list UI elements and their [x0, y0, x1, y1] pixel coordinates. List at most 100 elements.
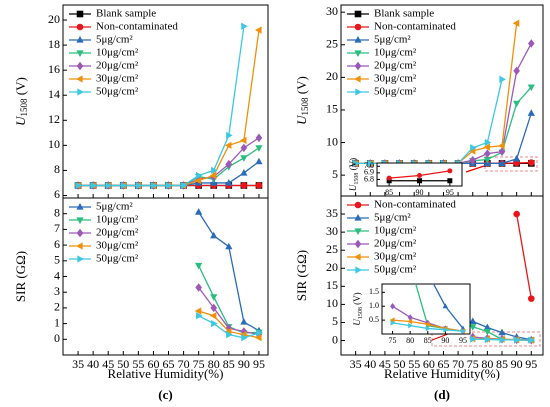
marker — [254, 26, 262, 34]
legend-label: 30μg/cm² — [374, 73, 417, 85]
marker — [499, 336, 506, 344]
x-tick-label: 35 — [72, 357, 84, 371]
y-tick-label: 15 — [326, 278, 338, 292]
y-tick-label: 20 — [326, 260, 338, 274]
y-tick-label: 8 — [54, 205, 60, 219]
marker — [75, 181, 83, 190]
x-tick-label: 85 — [223, 357, 235, 371]
x-tick-label: 40 — [87, 357, 99, 371]
marker — [226, 330, 233, 339]
marker — [483, 156, 492, 164]
y-tick-label: 8 — [54, 162, 60, 176]
y-tick-label: 12 — [48, 112, 60, 126]
x-tick-label: 75 — [389, 336, 397, 345]
y-tick-label: 2 — [54, 300, 60, 314]
x-tick-label: 80 — [406, 336, 414, 345]
marker — [460, 328, 466, 334]
y-label-main: SIR (GΩ) — [294, 250, 309, 301]
marker — [255, 145, 263, 152]
legend-label: 30μg/cm² — [96, 240, 139, 252]
x-tick-label: 80 — [481, 357, 493, 371]
marker — [209, 171, 217, 180]
y-axis-label: U1508 (V) — [348, 158, 360, 191]
marker — [417, 178, 422, 184]
legend-label: 20μg/cm² — [96, 227, 139, 239]
y-tick-label: 6.8 — [364, 174, 374, 183]
marker — [210, 303, 218, 313]
marker — [484, 335, 492, 344]
legend-label: Non-contaminated — [374, 21, 456, 33]
marker — [226, 131, 233, 139]
x-tick-label: 65 — [437, 357, 449, 371]
marker — [483, 323, 492, 331]
legend-label: 20μg/cm² — [374, 238, 417, 250]
marker — [76, 242, 83, 250]
caption: (d) — [434, 387, 450, 402]
marker — [196, 312, 203, 320]
x-tick-label: 90 — [441, 336, 449, 345]
marker — [76, 228, 84, 238]
marker — [210, 294, 218, 301]
marker — [180, 181, 188, 190]
series-line — [432, 284, 464, 329]
marker — [354, 23, 362, 31]
y-tick-label: 20 — [48, 12, 60, 26]
zoom-box — [431, 331, 541, 347]
marker — [225, 179, 233, 186]
marker — [469, 155, 477, 165]
y-tick-label: 14 — [48, 87, 60, 101]
marker — [76, 10, 84, 18]
marker — [241, 334, 248, 342]
marker — [484, 138, 492, 147]
x-tick-label: 95 — [459, 336, 467, 345]
marker — [77, 255, 84, 263]
marker — [354, 253, 361, 261]
y-tick-label: 7.0 — [364, 161, 374, 170]
marker — [513, 66, 520, 76]
y-tick-label: 20 — [326, 69, 338, 83]
marker — [195, 208, 203, 215]
marker — [355, 88, 362, 96]
x-tick-label: 90 — [416, 188, 424, 197]
y-tick-label: 0 — [54, 331, 60, 345]
marker — [355, 266, 362, 274]
marker — [254, 334, 262, 342]
x-tick-label: 85 — [496, 357, 508, 371]
plot-frame — [62, 4, 269, 199]
y-tick-label: 30 — [326, 224, 338, 238]
marker — [354, 36, 362, 43]
marker — [105, 181, 113, 190]
y-label-sub: 1508 — [300, 97, 310, 116]
marker — [150, 181, 158, 190]
x-tick-label: 55 — [132, 357, 144, 371]
marker — [447, 168, 453, 174]
y-tick-label: 25 — [326, 242, 338, 256]
x-tick-label: 85 — [424, 336, 432, 345]
marker — [527, 39, 535, 48]
marker — [513, 154, 521, 162]
y-tick-label: 4 — [54, 268, 60, 282]
y-axis-label: U1508 (V) — [294, 76, 310, 125]
x-tick-label: 75 — [467, 357, 479, 371]
marker — [256, 329, 263, 337]
marker — [499, 75, 506, 83]
marker — [424, 321, 430, 328]
marker — [165, 181, 173, 190]
y-tick-label: 3 — [54, 284, 60, 298]
x-tick-label: 65 — [163, 357, 175, 371]
x-tick-label: 45 — [102, 357, 114, 371]
caption: (c) — [158, 387, 172, 402]
legend-label: 5μg/cm² — [374, 34, 411, 46]
marker — [354, 61, 362, 71]
marker — [76, 75, 83, 83]
marker — [469, 324, 477, 331]
y-axis-label: U1508 (V) — [13, 77, 29, 126]
y-label-main: SIR (GΩ) — [13, 251, 28, 302]
x-tick-label: 80 — [208, 357, 220, 371]
y-tick-label: 16 — [48, 62, 60, 76]
marker — [240, 143, 248, 153]
marker — [389, 317, 395, 323]
marker — [209, 312, 217, 320]
y-tick-label: 30 — [326, 4, 338, 18]
y-label-main: U — [348, 184, 358, 191]
